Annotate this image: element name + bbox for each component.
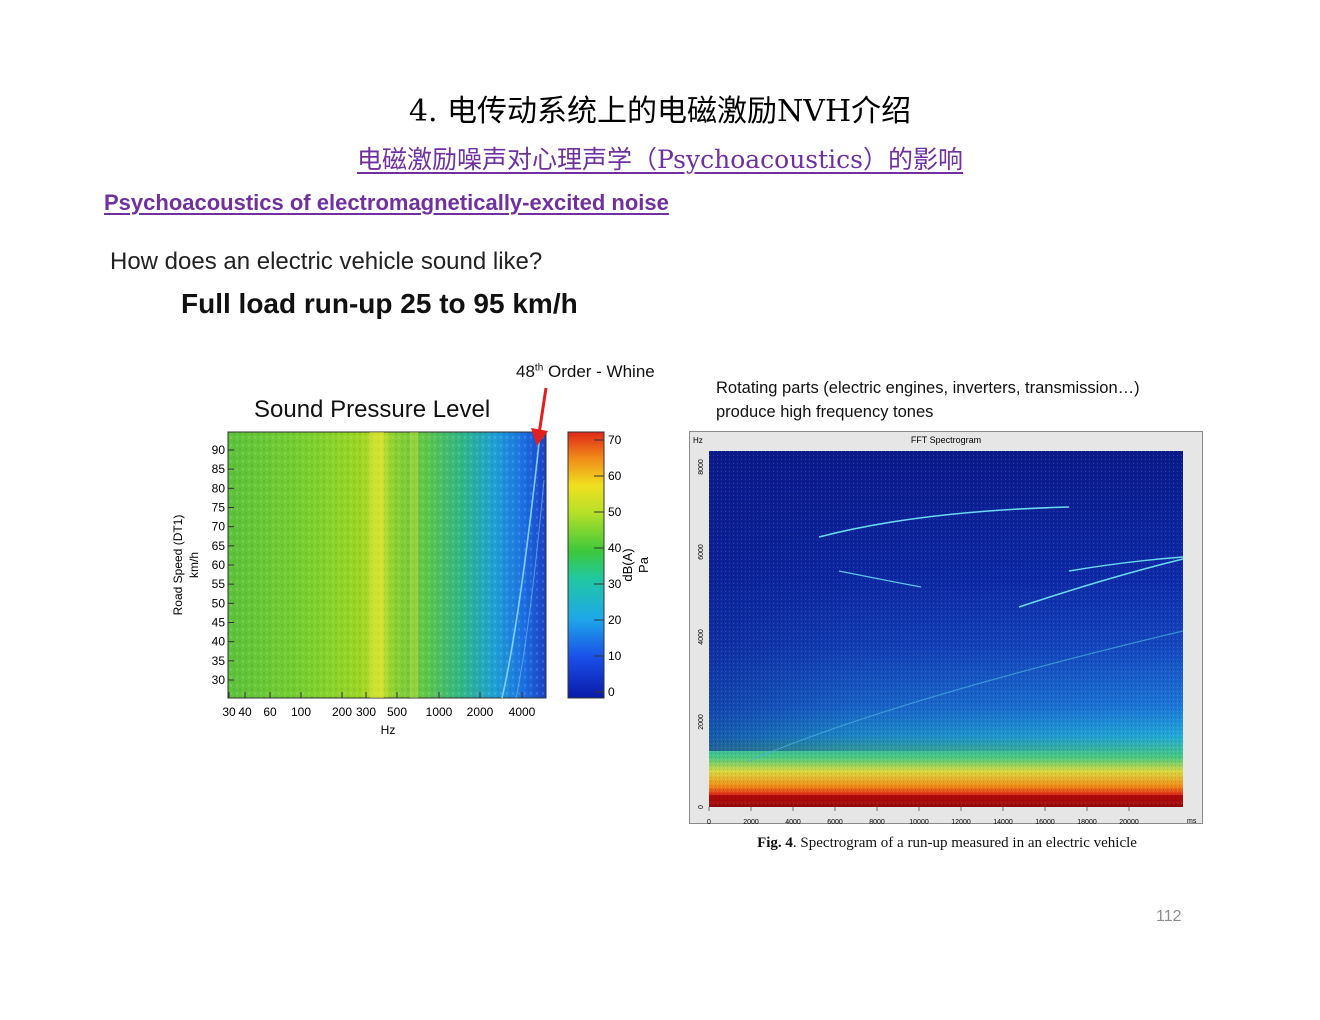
description-line-2: produce high frequency tones <box>716 403 934 421</box>
spectrogram-y-tick-label: 0 <box>698 805 705 809</box>
colorbar-ticks: 70 60 50 40 30 20 10 0 <box>594 433 622 699</box>
spectrogram-x-tick-label: 12000 <box>951 819 971 826</box>
spectrogram-y-tick-label: 4000 <box>698 629 705 645</box>
spl-y-tick-label: 70 <box>212 520 226 534</box>
arrow-head <box>531 428 548 446</box>
spl-x-tick-label: 2000 <box>467 705 494 719</box>
spl-x-tick-label: 1000 <box>426 705 453 719</box>
figure-caption: Fig. 4. Spectrogram of a run-up measured… <box>690 835 1204 852</box>
spl-y-tick-label: 90 <box>212 443 226 457</box>
spl-y-axis: 90 85 80 75 70 65 60 55 50 45 40 35 30 <box>212 443 234 687</box>
spectrogram-x-tick-label: 10000 <box>909 819 929 826</box>
colorbar-tick-label: 40 <box>608 541 622 555</box>
spl-y-tick-label: 85 <box>212 462 226 476</box>
spectrogram-y-tick-label: 8000 <box>698 459 705 475</box>
spl-x-tick-label: 4000 <box>509 705 536 719</box>
spl-y-tick-label: 40 <box>212 635 226 649</box>
spectrogram-y-tick-label: 6000 <box>698 544 705 560</box>
spl-y-tick-label: 45 <box>212 616 226 630</box>
subtitle-english: Psychoacoustics of electromagnetically-e… <box>104 190 669 215</box>
spl-band-highlight-2 <box>410 432 418 698</box>
page-number: 112 <box>1156 908 1182 925</box>
spl-order-line-2 <box>515 479 545 699</box>
spl-y-tick-label: 50 <box>212 596 226 610</box>
spl-x-tick-label: 500 <box>387 705 407 719</box>
tone-line-5 <box>748 630 1184 762</box>
spl-y-tick-label: 60 <box>212 558 226 572</box>
colorbar-tick-label: 20 <box>608 613 622 627</box>
spl-x-tick-label: 40 <box>238 705 252 719</box>
colorbar-label: dB(A) <box>620 548 635 581</box>
slide-title: 4. 电传动系统上的电磁激励NVH介绍 <box>408 94 912 129</box>
spl-x-axis: 30 40 60 100 200 300 500 1000 2000 4000 <box>222 692 536 719</box>
spl-x-tick-label: 30 <box>222 705 236 719</box>
spectrogram-x-tick-label: 18000 <box>1077 819 1097 826</box>
spectrogram-y-unit: Hz <box>693 436 703 445</box>
spectrogram-y-axis: 0 2000 4000 6000 8000 <box>698 459 705 809</box>
low-frequency-band <box>709 795 1183 801</box>
spectrogram-x-unit: ms <box>1187 818 1197 825</box>
order-number: 48 <box>516 362 535 381</box>
spectrogram-noise <box>709 451 1183 807</box>
colorbar-tick-label: 0 <box>608 685 615 699</box>
spl-x-label: Hz <box>381 723 396 737</box>
spl-y-unit: km/h <box>187 552 201 578</box>
spl-x-tick-label: 100 <box>291 705 311 719</box>
runup-heading: Full load run-up 25 to 95 km/h <box>181 288 578 319</box>
colorbar <box>567 431 605 699</box>
spl-x-tick-label: 300 <box>356 705 376 719</box>
fft-spectrogram-figure: FFT Spectrogram Hz 0 2000 4000 6000 8000 0 20… <box>689 431 1203 826</box>
spectrogram-y-tick-label: 2000 <box>698 714 705 730</box>
spl-y-tick-label: 35 <box>212 654 226 668</box>
colorbar-unit: Pa <box>636 556 651 573</box>
spectrogram-x-tick-label: 16000 <box>1035 819 1055 826</box>
order-text: Order - Whine <box>543 362 655 381</box>
caption-figure-number: Fig. 4 <box>757 835 793 851</box>
order-suffix: th <box>534 362 544 374</box>
arrow-shaft <box>537 387 548 435</box>
spl-y-label: Road Speed (DT1) <box>171 515 185 616</box>
spl-y-tick-label: 55 <box>212 577 226 591</box>
tone-line-3 <box>1068 556 1184 572</box>
spectrogram-x-tick-label: 14000 <box>993 819 1013 826</box>
arrow-annotation <box>531 387 548 446</box>
tone-line-4 <box>838 570 922 588</box>
rotating-parts-description: Rotating parts (electric engines, invert… <box>716 376 1140 424</box>
colorbar-tick-label: 10 <box>608 649 622 663</box>
colorbar-tick-label: 50 <box>608 505 622 519</box>
spectrogram-x-tick-label: 8000 <box>869 819 885 826</box>
tone-line-1 <box>818 506 1070 538</box>
spectrogram-x-tick-label: 0 <box>707 819 711 826</box>
spl-y-tick-label: 30 <box>212 673 226 687</box>
colorbar-tick-label: 30 <box>608 577 622 591</box>
spectrogram-title: FFT Spectrogram <box>911 435 981 445</box>
order-annotation: 48th Order - Whine <box>516 362 655 382</box>
spl-y-tick-label: 65 <box>212 539 226 553</box>
spectrogram-x-tick-label: 4000 <box>785 819 801 826</box>
spl-x-tick-label: 200 <box>332 705 352 719</box>
spectrogram-x-tick-label: 2000 <box>743 819 759 826</box>
tone-line-2 <box>1018 558 1184 608</box>
description-line-1: Rotating parts (electric engines, invert… <box>716 379 1140 397</box>
spectrogram-x-axis: 0 2000 4000 6000 8000 10000 12000 14000 16000 180… <box>707 807 1139 826</box>
subtitle-chinese: 电磁激励噪声对心理声学（Psychoacoustics）的影响 <box>356 145 964 174</box>
spl-y-tick-label: 80 <box>212 481 226 495</box>
spectrogram-x-tick-label: 20000 <box>1119 819 1139 826</box>
spl-y-tick-label: 75 <box>212 501 226 515</box>
colorbar-tick-label: 60 <box>608 469 622 483</box>
spl-x-tick-label: 60 <box>263 705 277 719</box>
spl-heatmap-texture <box>228 432 546 698</box>
caption-text: . Spectrogram of a run-up measured in an… <box>792 835 1137 851</box>
spl-order-line <box>501 433 541 699</box>
question-text: How does an electric vehicle sound like? <box>110 248 543 275</box>
spectrogram-x-tick-label: 6000 <box>827 819 843 826</box>
colorbar-tick-label: 70 <box>608 433 622 447</box>
spl-plot-title: Sound Pressure Level <box>254 396 491 423</box>
spl-band-highlight <box>370 432 384 698</box>
